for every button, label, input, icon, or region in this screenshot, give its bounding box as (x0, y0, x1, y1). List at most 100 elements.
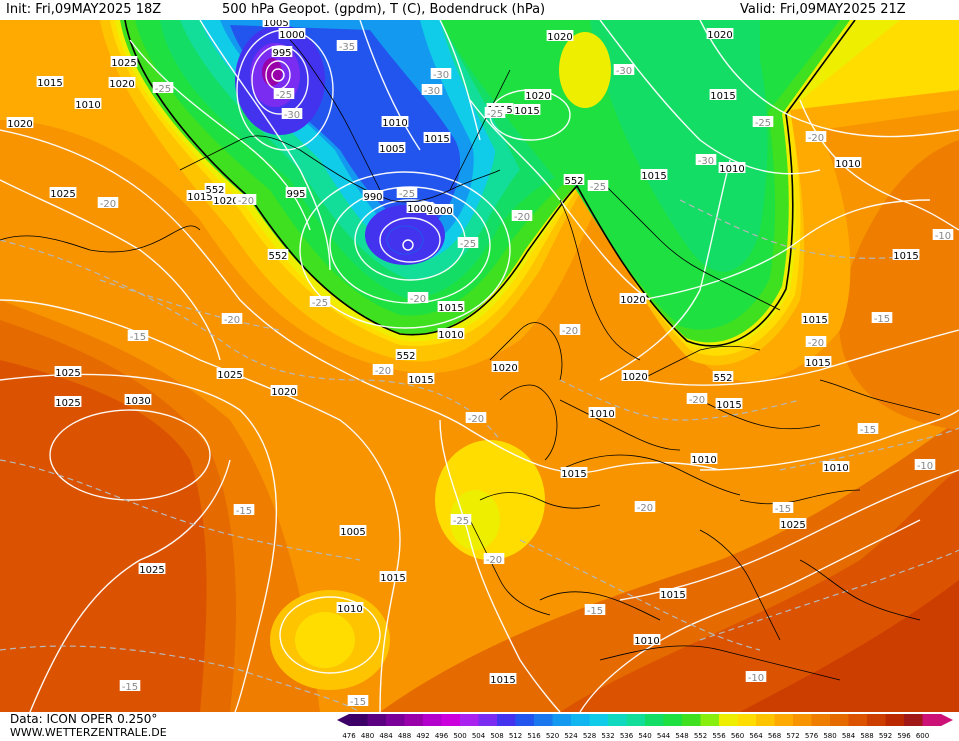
svg-text:1020: 1020 (620, 295, 645, 306)
colorbar-swatch (904, 714, 923, 726)
svg-text:1010: 1010 (634, 636, 659, 647)
svg-text:-15: -15 (775, 504, 791, 515)
isotherm-label: -20 (235, 194, 257, 207)
svg-text:-25: -25 (276, 90, 292, 101)
isotherm-label: -20 (372, 364, 394, 377)
isobar-label: 1020 (212, 194, 240, 207)
svg-text:-15: -15 (122, 682, 138, 693)
isobar-label: 1015 (36, 76, 64, 89)
isobar-label: 995 (285, 187, 307, 200)
isobar-label: 1025 (779, 518, 807, 531)
colorbar-tick-label: 596 (897, 732, 911, 740)
isobar-label: 1030 (124, 394, 152, 407)
valid-time: Valid: Fri,09MAY2025 21Z (740, 2, 906, 17)
colorbar-swatch (441, 714, 461, 726)
svg-text:1030: 1030 (125, 396, 150, 407)
svg-text:1020: 1020 (109, 79, 134, 90)
isobar-label: 1015 (407, 373, 435, 386)
svg-text:1010: 1010 (835, 159, 860, 170)
isobar-label: 1015 (892, 249, 920, 262)
colorbar-swatch (515, 714, 535, 726)
isobar-label: 1010 (834, 157, 862, 170)
svg-text:1025: 1025 (111, 58, 136, 69)
isobar-label: 1020 (6, 117, 34, 130)
colorbar-swatch (608, 714, 627, 726)
svg-text:-20: -20 (514, 212, 530, 223)
colorbar-tick-label: 492 (416, 732, 429, 740)
svg-text:1015: 1015 (802, 315, 827, 326)
isobar-label: 1025 (216, 368, 244, 381)
colorbar-tick-label: 508 (490, 732, 503, 740)
colorbar-swatch (571, 714, 590, 726)
isotherm-label: -15 (584, 604, 606, 617)
svg-text:1010: 1010 (719, 164, 744, 175)
isobar-label: 1020 (524, 89, 552, 102)
isobar-label: 1025 (138, 563, 166, 576)
isobar-label: 995 (271, 46, 293, 59)
svg-text:1015: 1015 (514, 106, 539, 117)
svg-text:-25: -25 (453, 516, 469, 527)
isotherm-label: -15 (119, 680, 141, 693)
colorbar-tick-label: 568 (768, 732, 781, 740)
isotherm-label: -30 (430, 68, 452, 81)
svg-text:1020: 1020 (7, 119, 32, 130)
svg-text:1025: 1025 (217, 370, 242, 381)
colorbar-swatch (386, 714, 405, 726)
isotherm-label: -15 (347, 695, 369, 708)
svg-text:-15: -15 (860, 425, 876, 436)
svg-text:552: 552 (205, 185, 224, 196)
isobar-label: 1025 (54, 366, 82, 379)
svg-text:-20: -20 (637, 503, 653, 514)
colorbar-swatch (552, 714, 572, 726)
svg-text:-20: -20 (224, 315, 240, 326)
isotherm-label: -20 (805, 131, 827, 144)
colorbar-swatch (478, 714, 498, 726)
colorbar-tick-label: 600 (916, 732, 929, 740)
isotherm-label: -35 (336, 40, 358, 53)
isobar-label: 1010 (74, 98, 102, 111)
svg-text:1020: 1020 (213, 196, 238, 207)
isobar-label: 1015 (804, 356, 832, 369)
colorbar-tick-label: 504 (472, 732, 486, 740)
geopot-label: 552 (267, 249, 289, 262)
svg-text:1015: 1015 (641, 171, 666, 182)
isotherm-label: -30 (281, 108, 303, 121)
isotherm-label: -20 (483, 553, 505, 566)
svg-text:1025: 1025 (139, 565, 164, 576)
geopot-label: 552 (712, 371, 734, 384)
isobar-label: 1020 (108, 77, 136, 90)
svg-text:1020: 1020 (547, 32, 572, 43)
colorbar-tick-label: 484 (379, 732, 393, 740)
colorbar-swatch (756, 714, 775, 726)
svg-text:1015: 1015 (37, 78, 62, 89)
geopot-fill-iceland-low-2 (386, 225, 424, 255)
svg-text:1010: 1010 (75, 100, 100, 111)
svg-text:1005: 1005 (340, 527, 365, 538)
isotherm-label: -10 (932, 229, 954, 242)
isobar-label: 1000 (406, 202, 434, 215)
svg-text:552: 552 (268, 251, 287, 262)
isobar-label: 1010 (718, 162, 746, 175)
svg-text:1000: 1000 (427, 206, 452, 217)
isotherm-label: -30 (421, 84, 443, 97)
isotherm-label: -25 (396, 187, 418, 200)
isobar-label: 1010 (381, 116, 409, 129)
svg-text:1020: 1020 (525, 91, 550, 102)
colorbar-tick-label: 512 (509, 732, 522, 740)
site-credit: WWW.WETTERZENTRALE.DE (10, 726, 167, 739)
colorbar-swatch (534, 714, 553, 726)
svg-text:1010: 1010 (337, 604, 362, 615)
isotherm-label: -10 (914, 459, 936, 472)
isotherm-label: -20 (407, 292, 429, 305)
colorbar-left-arrow (337, 714, 349, 726)
isobar-label: 1010 (690, 453, 718, 466)
colorbar-tick-label: 476 (342, 732, 356, 740)
isobar-label: 1015 (437, 301, 465, 314)
isotherm-label: -25 (484, 107, 506, 120)
svg-text:1015: 1015 (408, 375, 433, 386)
isotherm-label: -20 (686, 393, 708, 406)
colorbar-swatch (589, 714, 609, 726)
isotherm-label: -25 (309, 296, 331, 309)
svg-text:1020: 1020 (707, 30, 732, 41)
isobar-label: 1015 (560, 467, 588, 480)
